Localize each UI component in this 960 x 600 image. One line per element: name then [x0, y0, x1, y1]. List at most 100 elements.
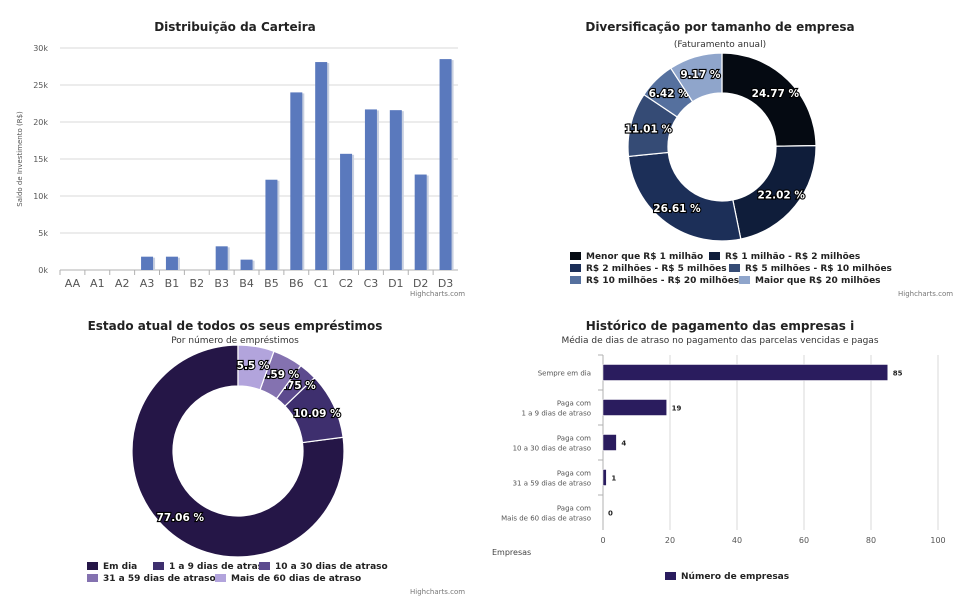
x-tick-label: D3: [438, 277, 453, 290]
legend-item[interactable]: R$ 2 milhões - R$ 5 milhões: [570, 264, 727, 274]
chart-title: Estado atual de todos os seus empréstimo…: [87, 319, 383, 333]
bar: [265, 179, 278, 270]
legend-item[interactable]: Menor que R$ 1 milhão: [570, 252, 703, 262]
donut-slice: [627, 151, 742, 242]
legend-label: Menor que R$ 1 milhão: [586, 252, 704, 262]
legend-swatch: [665, 572, 676, 580]
legend-swatch: [729, 264, 740, 272]
slice-data-label: 77.06 %: [157, 512, 205, 524]
bar: [364, 109, 377, 270]
x-tick-label: 100: [930, 536, 945, 545]
x-tick-label: B6: [289, 277, 304, 290]
chart-title-text: Histórico de pagamento das empresas: [585, 319, 846, 333]
bar: [315, 62, 328, 271]
loan-status-donut: 77.06 %10.09 %2.75 %4.59 %5.5 %: [131, 344, 345, 558]
slice-data-label: 24.77 %: [752, 88, 800, 100]
bar-value-label: 4: [621, 440, 626, 448]
y-tick-label: 0k: [38, 266, 48, 275]
company-size-donut-chart: Diversificação por tamanho de empresa (F…: [480, 0, 960, 300]
bar: [165, 256, 178, 270]
axis-title: Empresas: [492, 548, 531, 557]
category-label: 1 a 9 dias de atraso: [521, 410, 591, 418]
legend-label: R$ 2 milhões - R$ 5 milhões: [586, 264, 727, 274]
bar: [389, 110, 402, 270]
portfolio-bar-plot: 0k 5k 10k 15k 20k 25k 30k Saldo de Investimento…: [16, 44, 458, 290]
x-tick-label: A1: [90, 277, 105, 290]
legend-item[interactable]: Maior que R$ 20 milhões: [739, 276, 881, 286]
legend-label: R$ 5 milhões - R$ 10 milhões: [745, 264, 892, 274]
highcharts-credit: Highcharts.com: [898, 290, 954, 298]
legend-item[interactable]: R$ 1 milhão - R$ 2 milhões: [709, 252, 860, 262]
legend-swatch: [215, 574, 226, 582]
legend-item[interactable]: 1 a 9 dias de atraso: [153, 562, 269, 572]
x-tick-label: 80: [866, 536, 876, 545]
legend-item[interactable]: 31 a 59 dias de atraso: [87, 574, 216, 584]
x-tick-label: B2: [190, 277, 205, 290]
legend-label: Mais de 60 dias de atraso: [231, 574, 362, 584]
legend-label: 1 a 9 dias de atraso: [169, 562, 270, 572]
category-label: Paga com: [557, 435, 591, 443]
bar-value-label: 1: [611, 475, 616, 483]
donut-slice: [721, 52, 817, 147]
bar: [240, 259, 253, 270]
category-label: Paga com: [557, 470, 591, 478]
payment-history-legend[interactable]: Número de empresas: [665, 572, 789, 582]
highcharts-credit: Highcharts.com: [410, 588, 466, 596]
x-tick-label: D2: [413, 277, 428, 290]
x-tick-label: 20: [665, 536, 675, 545]
bar: [141, 256, 154, 270]
legend-label: Em dia: [103, 562, 138, 572]
y-tick-label: 20k: [33, 118, 48, 127]
legend-label: R$ 10 milhões - R$ 20 milhões: [586, 276, 740, 286]
chart-subtitle: Por número de empréstimos: [171, 336, 299, 346]
legend-item[interactable]: 10 a 30 dias de atraso: [259, 562, 388, 572]
legend-item[interactable]: Mais de 60 dias de atraso: [215, 574, 361, 584]
chart-subtitle: Média de dias de atraso no pagamento das…: [561, 336, 879, 346]
donut-slice: [131, 344, 345, 558]
slice-data-label: 26.61 %: [653, 203, 701, 215]
legend-swatch: [570, 252, 581, 260]
legend-item[interactable]: Em dia: [87, 562, 137, 572]
bar-value-label: 85: [893, 370, 903, 378]
bar: [602, 469, 607, 486]
x-tick-label: A2: [115, 277, 130, 290]
x-tick-label: D1: [388, 277, 403, 290]
legend-label: 10 a 30 dias de atraso: [275, 562, 388, 572]
x-tick-label: 60: [799, 536, 809, 545]
bar: [340, 153, 353, 270]
slice-data-label: 9.17 %: [680, 69, 721, 81]
category-label: Mais de 60 dias de atraso: [501, 515, 591, 523]
chart-title: Distribuição da Carteira: [154, 20, 316, 34]
company-size-legend: Menor que R$ 1 milhão R$ 1 milhão - R$ 2 …: [480, 0, 960, 300]
loan-status-legend: Em dia 1 a 9 dias de atraso 10 a 30 dias d…: [0, 300, 470, 600]
bar: [602, 434, 617, 451]
slice-data-label: 22.02 %: [758, 190, 806, 202]
x-tick-label: A3: [140, 277, 155, 290]
legend-item[interactable]: R$ 10 milhões - R$ 20 milhões: [570, 276, 739, 286]
legend-swatch: [259, 562, 270, 570]
bar: [602, 399, 667, 416]
chart-title: Diversificação por tamanho de empresa: [585, 20, 855, 34]
info-icon[interactable]: i: [850, 319, 855, 333]
chart-subtitle: (Faturamento anual): [673, 40, 767, 50]
slice-data-label: 11.01 %: [625, 124, 673, 136]
y-axis-title: Saldo de Investimento (R$): [16, 111, 24, 207]
slice-data-label: 5.5 %: [237, 360, 270, 372]
loan-status-donut-chart: Estado atual de todos os seus empréstimo…: [0, 300, 470, 600]
chart-title: Histórico de pagamento das empresas i: [480, 319, 960, 333]
company-size-donut: 24.77 % 22.02 % 26.61 % 11.01 % 6.42 % 9.17 %: [623, 52, 817, 242]
x-tick-label: 0: [600, 536, 605, 545]
y-tick-label: 15k: [33, 155, 48, 164]
bar: [290, 92, 303, 271]
payment-history-chart: Histórico de pagamento das empresas i Mé…: [480, 300, 960, 600]
legend-label: Número de empresas: [681, 572, 790, 582]
bar-value-label: 19: [672, 405, 682, 413]
x-tick-label: B4: [239, 277, 254, 290]
legend-item[interactable]: R$ 5 milhões - R$ 10 milhões: [729, 264, 892, 274]
y-tick-label: 10k: [33, 192, 48, 201]
legend-swatch: [570, 264, 581, 272]
legend-swatch: [153, 562, 164, 570]
category-label: Sempre em dia: [538, 370, 591, 378]
y-tick-label: 25k: [33, 81, 48, 90]
bar: [414, 174, 427, 270]
